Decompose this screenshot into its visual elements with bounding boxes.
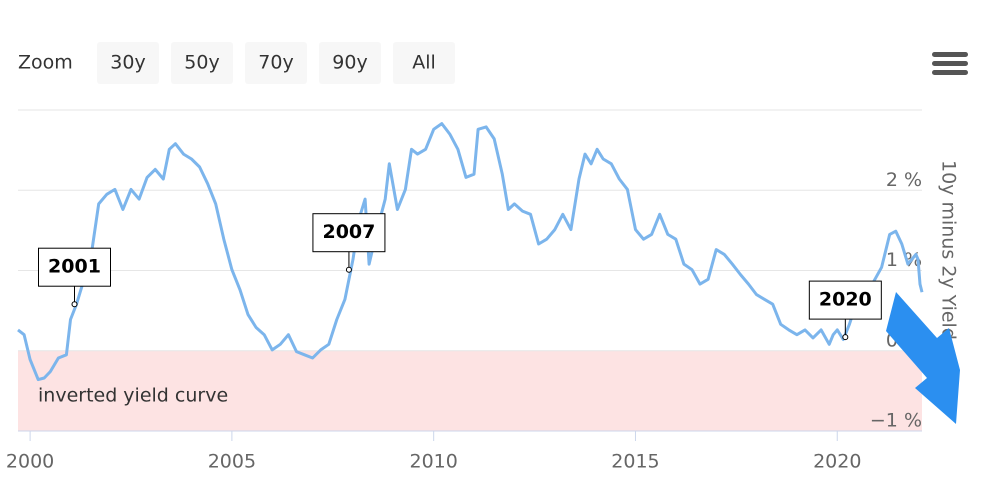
data-line <box>17 122 924 382</box>
x-tick-label: 2000 <box>6 451 54 473</box>
annotation-box <box>312 213 386 253</box>
x-tick-label: 2005 <box>208 451 256 473</box>
annotation-point <box>345 266 352 273</box>
zoom-button-label[interactable]: All <box>412 52 436 74</box>
y-axis-title: 10y minus 2y Yield <box>938 160 960 340</box>
y-tick-label: 1 % <box>886 249 922 271</box>
zoom-button[interactable] <box>97 42 159 84</box>
zoom-button[interactable] <box>245 42 307 84</box>
zoom-button[interactable] <box>171 42 233 84</box>
zoom-button-label[interactable]: 70y <box>258 52 293 74</box>
zoom-button[interactable] <box>393 42 455 84</box>
zoom-button-label[interactable]: 30y <box>110 52 145 74</box>
zoom-label: Zoom <box>18 52 73 74</box>
annotation-box <box>38 247 111 287</box>
plot-band-label: inverted yield curve <box>38 384 228 406</box>
x-tick-label: 2010 <box>409 451 457 473</box>
menu-icon[interactable] <box>932 52 968 75</box>
annotation-point <box>71 301 78 308</box>
x-tick-label: 2020 <box>813 451 861 473</box>
zoom-button[interactable] <box>319 42 381 84</box>
x-tick-label: 2015 <box>611 451 659 473</box>
annotation-label: 2001 <box>48 256 101 278</box>
annotation-box <box>808 280 882 320</box>
plot-band <box>18 350 922 431</box>
y-tick-label: 2 % <box>886 169 922 191</box>
zoom-button-label[interactable]: 50y <box>184 52 219 74</box>
annotation-point <box>842 334 849 341</box>
zoom-button-label[interactable]: 90y <box>332 52 367 74</box>
annotation-label: 2007 <box>322 221 375 243</box>
y-tick-label: −1 % <box>870 410 922 432</box>
annotation-label: 2020 <box>819 289 872 311</box>
cursor-arrow <box>886 292 960 424</box>
